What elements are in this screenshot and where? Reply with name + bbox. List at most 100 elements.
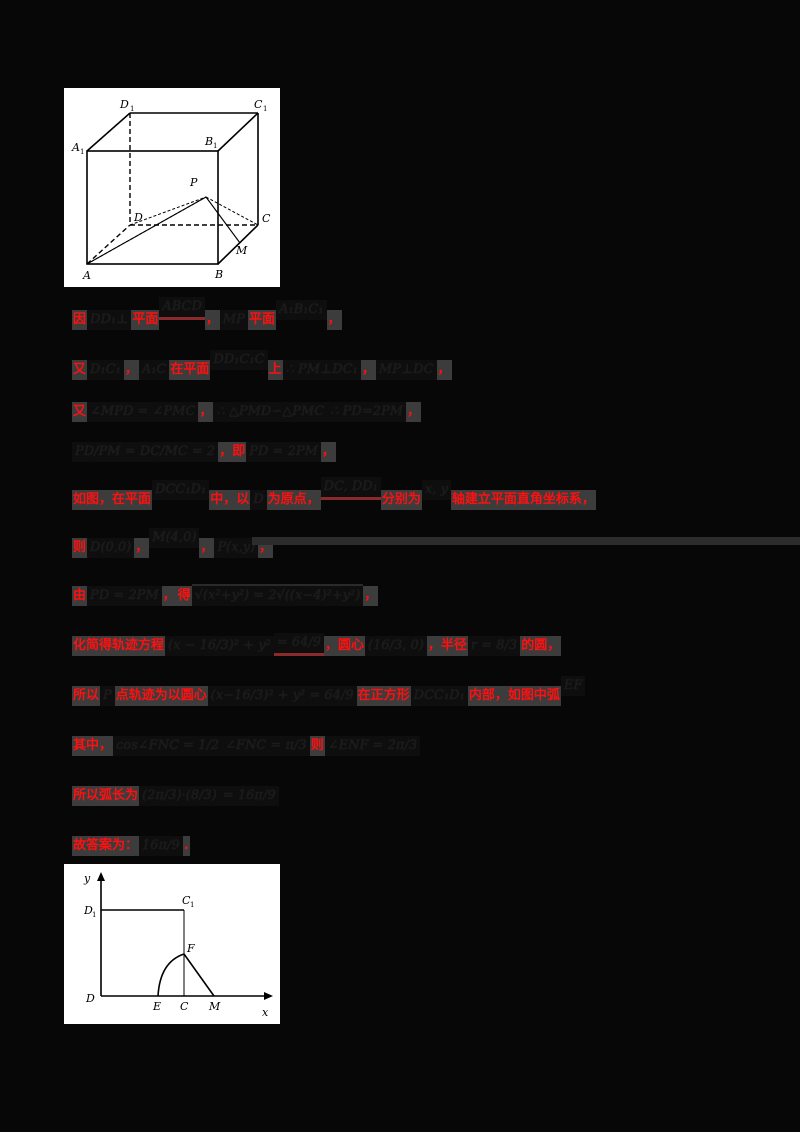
label-M: M [208, 1000, 221, 1013]
highlighted-text: ， [436, 360, 452, 380]
highlighted-text: 因 [72, 310, 88, 330]
math-expression: PD = 2PM [87, 586, 162, 606]
label-C1: C [182, 894, 191, 907]
math-expression: D [250, 490, 267, 510]
highlighted-text: 化简得轨迹方程 [72, 636, 166, 656]
highlighted-text: 为原点， [266, 490, 321, 510]
highlighted-text: 中，以 [209, 490, 251, 510]
svg-text:1: 1 [130, 105, 134, 113]
solution-line: 因 DD₁⊥ 平面 ABCD， MP 平面 A₁B₁C₁， [72, 296, 342, 330]
math-expression: MP⊥DC [375, 360, 437, 380]
highlighted-text: 平面 [131, 310, 160, 330]
highlighted-text: ，圆心 [323, 636, 365, 656]
label-E: E [152, 1000, 161, 1013]
label-F: F [186, 942, 195, 955]
math-expression: P [100, 686, 115, 706]
y-arrow-icon [97, 872, 105, 881]
label-D1: D [119, 98, 129, 111]
highlighted-text: 的圆， [520, 636, 562, 656]
math-expression: A₁B₁C₁ [275, 300, 327, 320]
highlighted-text: ， [123, 360, 139, 380]
label-C1: C [254, 98, 263, 111]
highlighted-text: 又 [72, 402, 88, 422]
highlighted-text: ， [326, 310, 342, 330]
math-expression: DD₁⊥ [87, 310, 132, 330]
highlighted-text: 故答案为： [72, 836, 140, 856]
label-D1: D [83, 904, 93, 917]
svg-text:1: 1 [190, 901, 194, 909]
solution-line: 由 PD = 2PM，得 √(x²+y²) = 2√((x−4)²+y²)， [72, 572, 379, 606]
highlighted-text: 在正方形 [356, 686, 411, 706]
solution-line: 则 D(0,0)， M(4,0)， P(x,y)， [72, 524, 274, 558]
highlighted-text: 又 [72, 360, 88, 380]
math-expression: ∴ △PMD∽△PMC [213, 402, 328, 422]
svg-text:1: 1 [263, 105, 267, 113]
label-P: P [189, 176, 198, 189]
math-expression: ∠ENF = 2π/3 [324, 736, 421, 756]
highlighted-text: 内部，如图中弧 [467, 686, 561, 706]
math-expression: ∠FNC = π/3 [222, 736, 310, 756]
math-expression: EF [560, 676, 586, 696]
highlighted-text: 点轨迹为以圆心 [114, 686, 208, 706]
solution-line: 化简得轨迹方程 (x − 16/3)² + y² = 64/9 ，圆心 (16/3, 0… [72, 622, 562, 656]
highlighted-text: ， [204, 310, 220, 330]
math-expression: = 16π/9 [219, 786, 279, 806]
solution-line: 如图，在平面 DCC₁D₁ 中，以 D 为原点， DC, DD₁ 分别为 x, y 轴建立平面直… [72, 476, 596, 510]
label-C: C [180, 1000, 189, 1013]
solution-line: PD/PM = DC/MC = 2 ，即 PD = 2PM， [72, 428, 336, 462]
highlighted-text: 轴建立平面直角坐标系， [450, 490, 596, 510]
label-D: D [133, 211, 143, 224]
solution-line: 其中， cos∠FNC = 1/2 ∠FNC = π/3 则 ∠ENF = 2π/3 [72, 722, 421, 756]
svg-text:1: 1 [92, 911, 96, 919]
math-expression: ∴ PD=2PM [327, 402, 407, 422]
svg-text:1: 1 [213, 142, 217, 150]
math-expression: ∴ PM⊥DC₁ [282, 360, 361, 380]
math-expression: (x−16/3)² + y² = 64/9 [207, 686, 357, 706]
math-expression: cos∠FNC = 1/2 [113, 736, 223, 756]
label-B1: B [204, 135, 213, 148]
math-expression: x, y [421, 480, 451, 500]
math-expression: r = 8/3 [467, 636, 521, 656]
solution-line: 又 D₁C₁， A₁C 在平面 DD₁C₁C 上 ∴ PM⊥DC₁， MP⊥DC， [72, 346, 452, 380]
separator-line [252, 537, 800, 545]
highlighted-text: . [182, 836, 190, 856]
label-A: A [82, 269, 91, 282]
math-expression: A₁C [138, 360, 170, 380]
highlighted-text: 所以 [72, 686, 101, 706]
solution-line: 所以 P 点轨迹为以圆心 (x−16/3)² + y² = 64/9 在正方形 DCC₁D… [72, 672, 586, 706]
math-expression: DC, DD₁ [320, 477, 381, 500]
math-expression: P(x,y) [214, 538, 259, 558]
math-expression: √(x²+y²) = 2√((x−4)²+y²) [191, 584, 364, 606]
label-B: B [214, 268, 223, 281]
x-arrow-icon [264, 992, 273, 1000]
highlighted-text: 分别为 [380, 490, 422, 510]
highlighted-text: 所以弧长为 [72, 786, 140, 806]
math-expression: 16π/9 [139, 836, 183, 856]
math-expression: D₁C₁ [87, 360, 124, 380]
highlighted-text: ，即 [218, 442, 247, 462]
math-expression: MP [219, 310, 248, 330]
math-expression: (16/3, 0) [365, 636, 427, 656]
highlighted-text: ， [363, 586, 379, 606]
highlighted-text: ， [360, 360, 376, 380]
math-expression: = 64/9 [273, 633, 324, 656]
math-expression: DCC₁D₁ [152, 480, 210, 500]
highlighted-text: ， [198, 402, 214, 422]
math-expression: ABCD [159, 297, 205, 320]
solution-line: 故答案为： 16π/9. [72, 822, 190, 856]
math-expression: DD₁C₁C [210, 350, 268, 370]
math-expression: PD = 2PM [246, 442, 321, 462]
math-expression: PD/PM = DC/MC = 2 [72, 442, 219, 462]
coordinate-diagram-svg: y D 1 C 1 F D E C M x [83, 872, 273, 1019]
solution-line: 所以弧长为 (2π/3)·(8/3) = 16π/9 [72, 772, 279, 806]
label-y: y [83, 872, 91, 885]
highlighted-text: 其中， [72, 736, 114, 756]
math-expression: DCC₁D₁ [410, 686, 468, 706]
highlighted-text: 由 [72, 586, 88, 606]
solution-line: 又 ∠MPD = ∠PMC， ∴ △PMD∽△PMC ∴ PD=2PM， [72, 388, 422, 422]
highlighted-text: 得 [176, 586, 192, 606]
highlighted-text: 上 [267, 360, 283, 380]
label-M: M [235, 244, 248, 257]
highlighted-text: ， [199, 538, 215, 558]
label-C: C [262, 212, 271, 225]
